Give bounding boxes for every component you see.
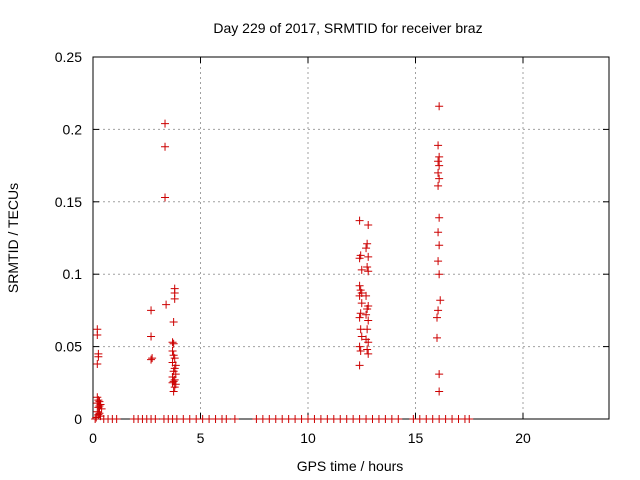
data-point xyxy=(170,354,179,363)
data-point xyxy=(169,317,178,326)
data-point xyxy=(357,299,366,308)
data-point xyxy=(363,239,372,248)
plot-frame xyxy=(92,56,610,420)
data-point xyxy=(161,142,170,151)
data-point xyxy=(364,252,373,261)
data-point xyxy=(394,415,403,423)
y-axis-label: SRMTID / TECUs xyxy=(5,183,21,293)
data-point xyxy=(355,254,364,263)
data-point xyxy=(230,415,239,423)
x-tick-label: 20 xyxy=(515,430,531,446)
x-tick-label: 0 xyxy=(89,430,97,446)
data-point xyxy=(92,413,101,422)
data-point xyxy=(357,332,366,341)
data-point xyxy=(434,306,443,315)
data-point xyxy=(436,296,445,305)
data-point xyxy=(364,220,373,229)
data-point xyxy=(148,354,157,363)
data-point xyxy=(169,339,178,348)
data-point xyxy=(356,309,365,318)
data-point xyxy=(169,387,178,396)
data-point xyxy=(433,313,441,322)
grid-layer xyxy=(93,57,609,419)
data-point xyxy=(362,291,371,300)
y-tick-label: 0.05 xyxy=(55,339,82,355)
data-point xyxy=(170,294,179,303)
data-point xyxy=(161,193,170,202)
data-point xyxy=(355,361,364,370)
data-point xyxy=(168,346,177,355)
data-point xyxy=(162,300,171,309)
data-point xyxy=(147,306,156,315)
data-point xyxy=(94,403,103,412)
data-point xyxy=(364,316,373,325)
data-point xyxy=(168,338,177,347)
x-axis-label: GPS time / hours xyxy=(297,458,404,474)
x-tick-label: 10 xyxy=(300,430,316,446)
tick-layer: 0 5 10 15 20 0 0.05 0.1 0.15 0.2 0.25 xyxy=(55,49,609,446)
data-point xyxy=(364,349,373,358)
data-point xyxy=(434,257,443,266)
data-point xyxy=(435,270,444,279)
data-point xyxy=(93,331,102,340)
data-point xyxy=(364,267,373,276)
data-point xyxy=(435,387,444,396)
data-point xyxy=(94,352,103,361)
data-point xyxy=(355,281,364,290)
data-point xyxy=(435,213,444,222)
chart-title: Day 229 of 2017, SRMTID for receiver bra… xyxy=(213,20,482,36)
data-point xyxy=(97,404,106,413)
y-tick-label: 0.1 xyxy=(63,266,83,282)
data-point xyxy=(355,342,364,351)
data-point xyxy=(363,325,372,334)
y-tick-label: 0 xyxy=(74,411,82,427)
data-point xyxy=(435,152,444,161)
data-point xyxy=(434,157,443,166)
x-tick-label: 15 xyxy=(408,430,424,446)
data-point xyxy=(355,216,364,225)
data-point xyxy=(434,141,443,150)
data-point xyxy=(222,415,231,423)
data-point xyxy=(434,168,443,177)
data-point xyxy=(161,119,170,128)
data-point xyxy=(363,304,372,313)
data-point xyxy=(435,102,444,111)
y-tick-label: 0.15 xyxy=(55,194,82,210)
data-point xyxy=(433,333,441,342)
data-point xyxy=(465,415,474,423)
data-point xyxy=(435,241,444,250)
data-points xyxy=(91,102,474,423)
data-point xyxy=(435,370,444,379)
data-point xyxy=(434,228,443,237)
data-point xyxy=(170,383,179,392)
data-point xyxy=(355,313,364,322)
data-point xyxy=(112,415,121,423)
data-point xyxy=(435,161,444,170)
data-point xyxy=(151,415,160,423)
data-point xyxy=(362,310,371,319)
data-point xyxy=(93,359,102,368)
y-tick-label: 0.2 xyxy=(63,121,83,137)
data-point xyxy=(91,415,100,423)
data-point xyxy=(168,378,177,387)
data-point xyxy=(364,338,373,347)
data-point xyxy=(356,346,365,355)
data-point xyxy=(363,262,372,271)
y-tick-label: 0.25 xyxy=(55,49,82,65)
data-point xyxy=(362,244,371,253)
data-point xyxy=(147,332,156,341)
data-point xyxy=(357,265,366,274)
x-tick-label: 5 xyxy=(197,430,205,446)
data-point xyxy=(363,345,372,354)
data-point xyxy=(434,181,443,190)
data-point xyxy=(435,174,444,183)
data-point xyxy=(147,355,156,364)
